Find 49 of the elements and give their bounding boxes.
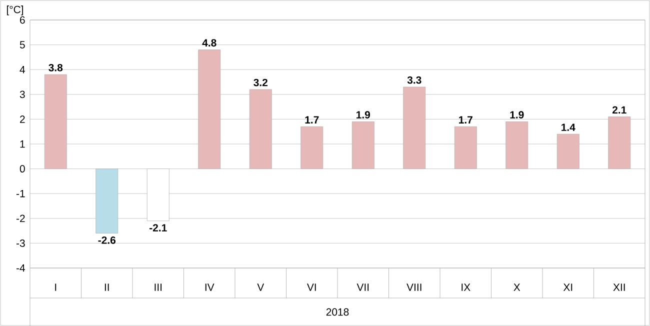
x-tick-label: I: [55, 284, 56, 291]
data-label: 3.3: [407, 76, 422, 84]
data-label: 1.7: [459, 116, 472, 124]
bar: [96, 168, 118, 234]
x-axis-title: 2018: [326, 308, 349, 316]
data-label: 1.7: [305, 116, 319, 124]
y-tick-label: 1: [20, 140, 25, 148]
y-tick-label: -4: [16, 264, 25, 272]
y-tick-label: 2: [20, 116, 25, 123]
data-label: 3.2: [254, 78, 268, 86]
y-tick-label: 0: [20, 165, 25, 173]
x-tick-label: IX: [462, 284, 470, 291]
x-tick-label: XI: [563, 284, 572, 291]
x-tick-label: XII: [613, 284, 625, 291]
y-tick-label: 5: [20, 41, 25, 48]
bar: [403, 86, 426, 169]
x-tick-label: IV: [205, 284, 214, 291]
x-tick-label: II: [104, 284, 109, 291]
bar: [556, 134, 580, 169]
x-tick-label: X: [514, 284, 520, 291]
y-tick-label: 3: [20, 90, 25, 98]
x-tick-label: V: [257, 284, 264, 291]
bar: [352, 121, 374, 169]
y-tick-label: 4: [20, 66, 25, 74]
x-tick-label: VI: [306, 284, 316, 291]
bar: [198, 50, 221, 169]
data-label: 2.1: [612, 106, 626, 114]
y-tick-label: -2: [16, 214, 25, 222]
y-axis-title: [°C]: [6, 6, 24, 16]
data-label: 1.4: [562, 124, 576, 131]
bar: [300, 126, 324, 169]
bar: [506, 121, 528, 169]
bar: [249, 89, 272, 169]
y-tick-label: 6: [20, 16, 25, 24]
data-label: 4.8: [202, 39, 216, 47]
bar: [146, 168, 170, 222]
bar: [454, 126, 477, 169]
x-tick-label: III: [154, 284, 162, 291]
data-label: -2.6: [98, 236, 116, 244]
data-label: 3.8: [48, 64, 63, 72]
data-label: 1.9: [510, 111, 524, 118]
data-label: -2.1: [150, 224, 167, 232]
x-tick-label: VII: [356, 284, 369, 291]
data-label: 1.9: [356, 111, 370, 118]
y-tick-label: -1: [16, 190, 25, 198]
y-tick-label: -3: [16, 240, 25, 247]
x-tick-label: VIII: [406, 284, 422, 291]
bar: [608, 116, 631, 169]
bar: [44, 74, 67, 169]
